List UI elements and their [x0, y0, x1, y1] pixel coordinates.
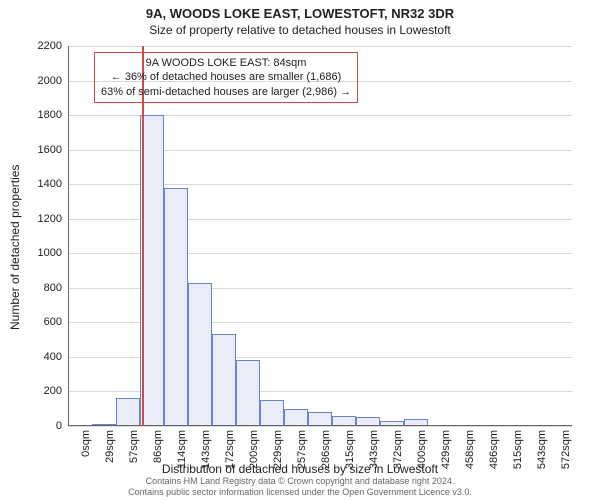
chart-container: 9A, WOODS LOKE EAST, LOWESTOFT, NR32 3DR… [0, 0, 600, 500]
property-info-box: 9A WOODS LOKE EAST: 84sqm← 36% of detach… [94, 52, 358, 103]
histogram-bar [164, 188, 188, 426]
chart-footer: Contains HM Land Registry data © Crown c… [0, 476, 600, 498]
y-tick-label: 400 [28, 351, 62, 363]
y-tick-label: 1000 [28, 247, 62, 259]
y-tick-label: 1200 [28, 213, 62, 225]
y-tick-label: 0 [28, 420, 62, 432]
footer-line-2: Contains public sector information licen… [128, 487, 472, 497]
y-tick-label: 1400 [28, 178, 62, 190]
histogram-bar [284, 409, 308, 426]
plot-area: 0200400600800100012001400160018002000220… [68, 46, 572, 426]
y-tick-label: 600 [28, 316, 62, 328]
histogram-bar [116, 398, 140, 426]
y-tick-label: 800 [28, 282, 62, 294]
chart-subtitle: Size of property relative to detached ho… [0, 21, 600, 37]
y-axis-line [68, 46, 69, 426]
info-box-line: 9A WOODS LOKE EAST: 84sqm [101, 56, 351, 70]
footer-line-1: Contains HM Land Registry data © Crown c… [146, 476, 455, 486]
histogram-bar [260, 400, 284, 426]
y-tick-label: 200 [28, 385, 62, 397]
histogram-bar [188, 283, 212, 426]
histogram-bar [212, 334, 236, 426]
y-axis-label: Number of detached properties [8, 165, 22, 330]
histogram-bar [236, 360, 260, 426]
chart-title: 9A, WOODS LOKE EAST, LOWESTOFT, NR32 3DR [0, 0, 600, 21]
property-marker-line [142, 46, 144, 426]
histogram-bar [308, 412, 332, 426]
y-tick-label: 1600 [28, 144, 62, 156]
y-tick-label: 1800 [28, 109, 62, 121]
x-axis-label: Distribution of detached houses by size … [0, 462, 600, 476]
gridline [68, 426, 572, 427]
y-tick-label: 2000 [28, 75, 62, 87]
info-box-line: 63% of semi-detached houses are larger (… [101, 85, 351, 99]
y-tick-label: 2200 [28, 40, 62, 52]
info-box-line: ← 36% of detached houses are smaller (1,… [101, 70, 351, 84]
